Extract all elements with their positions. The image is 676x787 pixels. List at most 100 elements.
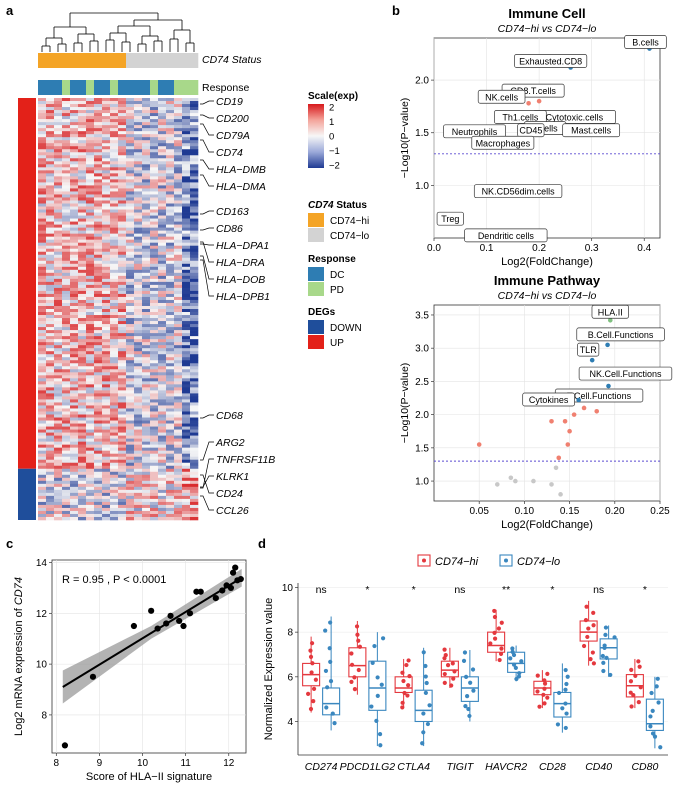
heatmap-cell bbox=[110, 185, 119, 189]
heatmap-cell bbox=[158, 287, 167, 292]
heatmap-cell bbox=[182, 510, 191, 515]
heatmap-cell bbox=[150, 354, 159, 358]
heatmap-cell bbox=[142, 200, 151, 204]
heatmap-cell bbox=[38, 101, 47, 105]
heatmap-cell bbox=[126, 107, 135, 111]
heatmap-cell bbox=[86, 221, 95, 225]
heatmap-cell bbox=[54, 420, 63, 424]
heatmap-cell bbox=[110, 372, 119, 376]
heatmap-cell bbox=[150, 278, 159, 283]
heatmap-cell bbox=[54, 194, 63, 198]
heatmap-cell bbox=[110, 296, 119, 301]
heatmap-cell bbox=[46, 405, 55, 409]
heatmap-cell bbox=[118, 381, 127, 385]
heatmap-cell bbox=[94, 381, 103, 385]
heatmap-cell bbox=[126, 131, 135, 135]
heatmap-cell bbox=[142, 465, 151, 470]
heatmap-cell bbox=[134, 357, 143, 361]
heatmap-cell bbox=[166, 257, 175, 262]
heatmap-cell bbox=[46, 221, 55, 225]
heatmap-cell bbox=[102, 408, 111, 412]
heatmap-cell bbox=[158, 477, 167, 482]
heatmap-cell bbox=[126, 104, 135, 108]
heatmap-cell bbox=[102, 321, 111, 325]
scale-legend-title: Scale(exp) bbox=[308, 91, 358, 102]
heatmap-cell bbox=[142, 327, 151, 331]
heatmap-cell bbox=[86, 396, 95, 400]
heatmap-cell bbox=[134, 152, 143, 156]
heatmap-cell bbox=[190, 351, 199, 355]
heatmap-cell bbox=[110, 363, 119, 367]
gene-label-list: CD19CD200CD79ACD74HLA−DMBHLA−DMACD163CD8… bbox=[200, 96, 275, 517]
y-tick-label: 12 bbox=[36, 609, 48, 620]
heatmap-cell bbox=[118, 516, 127, 521]
heatmap-cell bbox=[166, 423, 175, 427]
heatmap-cell bbox=[86, 489, 95, 494]
heatmap-cell bbox=[94, 504, 103, 509]
heatmap-cell bbox=[38, 417, 47, 421]
heatmap-cell bbox=[166, 411, 175, 415]
heatmap-cell bbox=[86, 173, 95, 177]
heatmap-cell bbox=[46, 327, 55, 331]
heatmap-cell bbox=[102, 215, 111, 219]
heatmap-cell bbox=[86, 137, 95, 141]
heatmap-cell bbox=[94, 447, 103, 451]
heatmap-cell bbox=[86, 387, 95, 391]
heatmap-cell bbox=[54, 122, 63, 126]
heatmap-cell bbox=[118, 158, 127, 162]
heatmap-cell bbox=[62, 179, 71, 183]
heatmap-cell bbox=[174, 513, 183, 518]
heatmap-cell bbox=[78, 254, 87, 259]
heatmap-cell bbox=[46, 185, 55, 189]
heatmap-cell bbox=[46, 125, 55, 129]
heatmap-cell bbox=[166, 119, 175, 123]
point-label: Macrophages bbox=[476, 138, 531, 148]
heatmap-cell bbox=[134, 408, 143, 412]
heatmap-cell bbox=[142, 170, 151, 174]
y-tick-label: 2.5 bbox=[415, 377, 429, 388]
heatmap-cell bbox=[78, 164, 87, 168]
heatmap-cell bbox=[166, 483, 175, 488]
heatmap-cell bbox=[174, 113, 183, 117]
heatmap-cell bbox=[158, 504, 167, 509]
heatmap-cell bbox=[62, 444, 71, 448]
heatmap-cell bbox=[86, 113, 95, 117]
data-point bbox=[425, 721, 431, 727]
heatmap-cell bbox=[134, 399, 143, 403]
heatmap-cell bbox=[94, 390, 103, 394]
heatmap-cell bbox=[94, 182, 103, 186]
heatmap-cell bbox=[134, 480, 143, 485]
heatmap-cell bbox=[118, 480, 127, 485]
heatmap-cell bbox=[110, 504, 119, 509]
heatmap-cell bbox=[54, 218, 63, 222]
heatmap-cell bbox=[46, 101, 55, 105]
heatmap-cell bbox=[46, 432, 55, 436]
data-point bbox=[654, 684, 659, 689]
heatmap-cell bbox=[94, 152, 103, 156]
heatmap-cell bbox=[182, 507, 191, 512]
gene-label: KLRK1 bbox=[216, 471, 249, 483]
heatmap-cell bbox=[150, 465, 159, 470]
data-point bbox=[186, 610, 194, 617]
heatmap-cell bbox=[86, 504, 95, 509]
heatmap-cell bbox=[110, 414, 119, 418]
heatmap-cell bbox=[150, 495, 159, 500]
heatmap-cell bbox=[110, 290, 119, 295]
heatmap-cell bbox=[46, 146, 55, 150]
heatmap-cell bbox=[190, 501, 199, 506]
heatmap-cell bbox=[94, 143, 103, 147]
gene-label: TNFRSF11B bbox=[216, 454, 275, 466]
heatmap-cell bbox=[110, 447, 119, 451]
heatmap-cell bbox=[190, 116, 199, 120]
heatmap-cell bbox=[102, 170, 111, 174]
heatmap-cell bbox=[102, 489, 111, 494]
heatmap-cell bbox=[118, 128, 127, 132]
heatmap-cell bbox=[134, 351, 143, 355]
heatmap-cell bbox=[86, 212, 95, 216]
heatmap-cell bbox=[150, 188, 159, 192]
data-point bbox=[401, 678, 406, 684]
heatmap-cell bbox=[150, 489, 159, 494]
heatmap-cell bbox=[54, 459, 63, 464]
deg-down-block bbox=[18, 468, 36, 520]
heatmap-cell bbox=[182, 498, 191, 503]
